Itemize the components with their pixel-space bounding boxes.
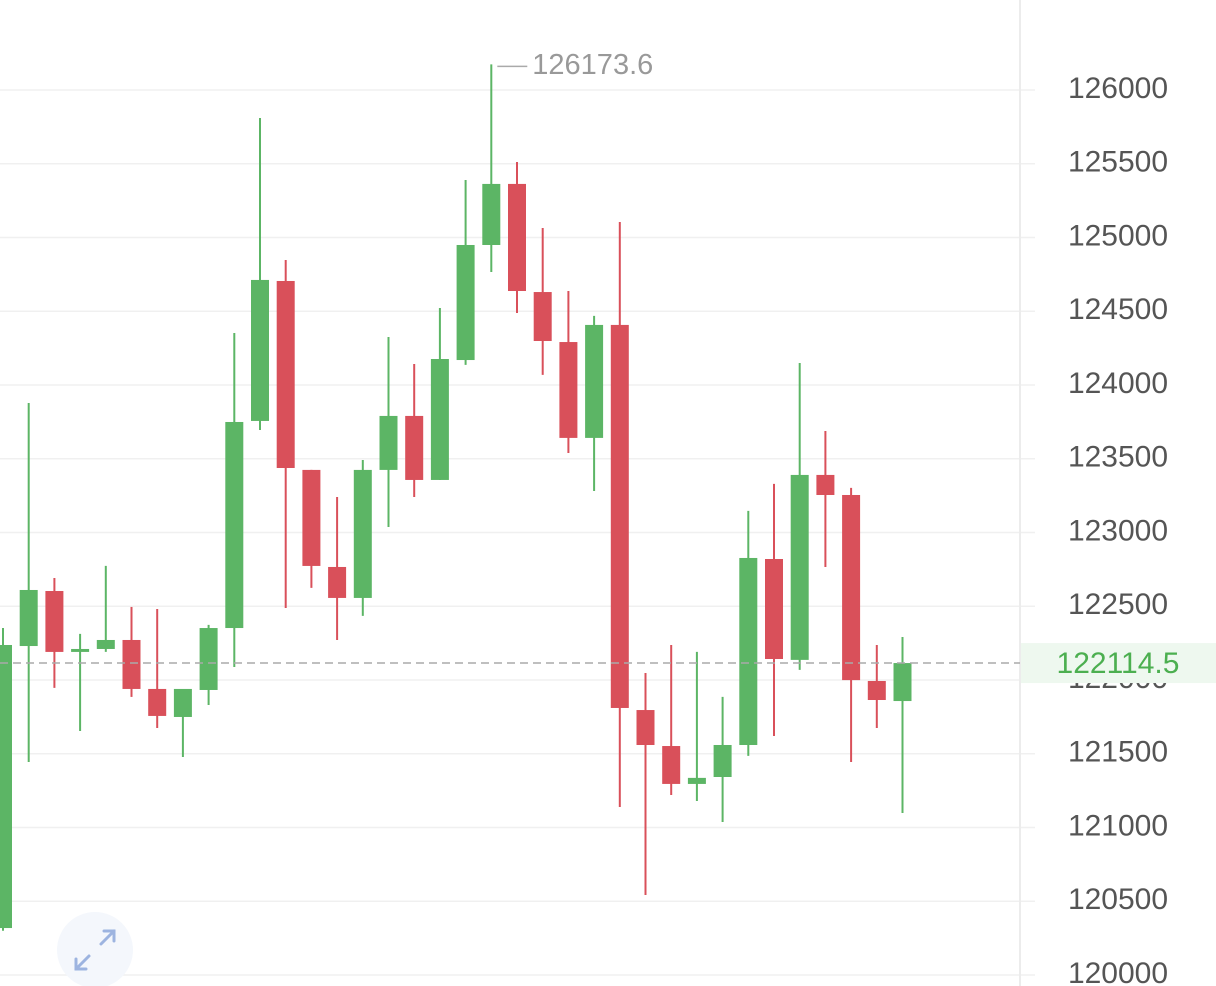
candle-body	[585, 324, 604, 438]
y-tick-label: 122500	[1068, 588, 1168, 621]
y-tick-label: 124500	[1068, 293, 1168, 326]
last-price-box	[1021, 643, 1216, 684]
grid	[0, 89, 1035, 976]
max-label: 126173.6	[532, 49, 653, 81]
candle-body	[45, 591, 64, 652]
candle-body	[482, 183, 501, 245]
last-price-label: 122114.5	[1057, 647, 1180, 680]
candle-body	[765, 559, 783, 660]
candle-body	[508, 183, 526, 292]
candle-body	[251, 279, 269, 421]
candle-body	[739, 557, 758, 745]
expand-button[interactable]	[57, 912, 133, 986]
candle-body	[302, 469, 321, 566]
y-tick-label: 123000	[1068, 514, 1168, 547]
candles	[0, 64, 912, 931]
candle-body	[713, 744, 732, 778]
candle-body	[790, 474, 809, 660]
candle-body	[225, 421, 244, 629]
candle-body	[148, 688, 167, 716]
candle-body	[122, 639, 141, 689]
expand-button-bg[interactable]	[57, 912, 133, 986]
labels: 1200001205001210001215001220001225001230…	[0, 49, 1216, 986]
y-tick-label: 121000	[1068, 809, 1168, 842]
candle-body	[353, 469, 372, 598]
y-tick-label: 121500	[1068, 736, 1168, 769]
candle-body	[328, 566, 347, 598]
candle-body	[71, 648, 90, 652]
candle-body	[842, 494, 861, 681]
candle-body	[559, 342, 578, 438]
candle-body	[456, 244, 475, 361]
candle-body	[867, 680, 886, 701]
candle-body	[173, 688, 192, 717]
candle-body	[610, 324, 629, 708]
candle-body	[893, 663, 912, 702]
y-tick-label: 120000	[1068, 957, 1168, 986]
candle-body	[816, 474, 835, 495]
candle-body	[19, 589, 38, 647]
y-tick-label: 126000	[1068, 72, 1168, 105]
y-tick-label: 124000	[1068, 367, 1168, 400]
candle-body	[199, 628, 218, 690]
candle-body	[636, 710, 655, 745]
candle-body	[276, 280, 295, 468]
expand-icon[interactable]	[74, 929, 116, 971]
candle-body	[430, 359, 449, 480]
candle-body	[96, 639, 115, 649]
candle-body	[533, 292, 552, 342]
y-tick-label: 125000	[1068, 219, 1168, 252]
candle-body	[379, 415, 398, 470]
candle-body	[0, 644, 12, 929]
candle-body	[687, 777, 706, 784]
y-tick-label: 125500	[1068, 146, 1168, 179]
candle-body	[662, 746, 681, 784]
y-tick-label: 120500	[1068, 883, 1168, 916]
candle-body	[405, 415, 424, 480]
y-tick-label: 123500	[1068, 441, 1168, 474]
